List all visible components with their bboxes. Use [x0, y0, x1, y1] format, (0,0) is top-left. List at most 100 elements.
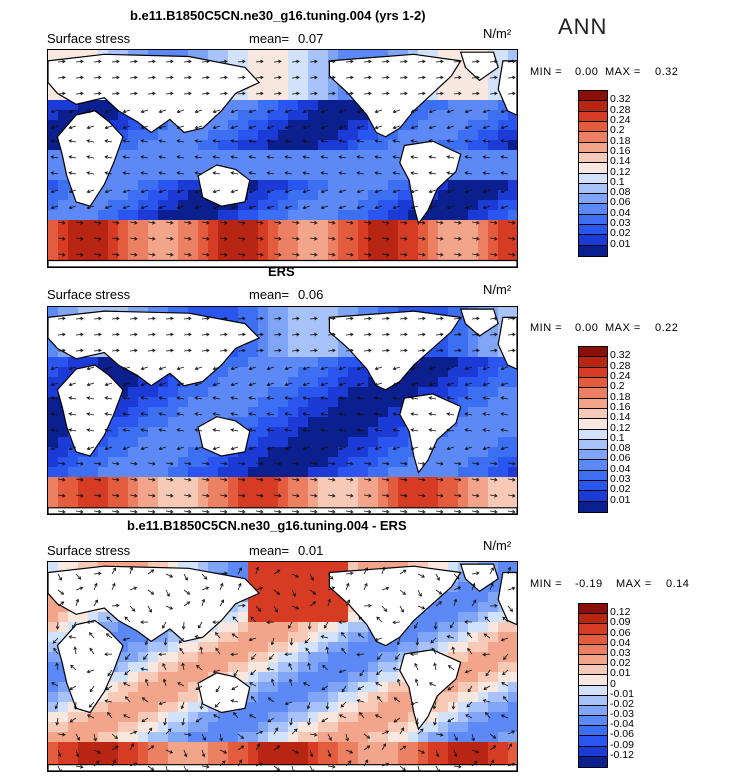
wind-vector [417, 76, 426, 79]
field-cell [268, 702, 278, 712]
wind-vector-head [356, 382, 361, 387]
field-cell [428, 722, 438, 732]
field-cell [48, 437, 58, 447]
field-cell [458, 170, 468, 180]
wind-vector-head [428, 139, 433, 143]
wind-vector [465, 140, 473, 143]
field-cell [78, 200, 88, 210]
field-cell [488, 742, 498, 752]
wind-vector [129, 92, 138, 95]
wind-vector [165, 253, 173, 256]
wind-vector-head [341, 688, 346, 693]
field-cell [378, 180, 388, 190]
wind-vector [183, 510, 191, 513]
field-cell [68, 612, 78, 622]
field-cell [338, 652, 348, 662]
field-cell [68, 357, 78, 367]
field-cell [258, 170, 268, 180]
field-cell [368, 180, 378, 190]
field-cell [188, 230, 198, 240]
field-cell [328, 712, 338, 722]
field-cell [188, 200, 198, 210]
field-cell [178, 190, 188, 200]
colorbar-tick-label: 0.16 [610, 144, 631, 157]
wind-vector [430, 637, 437, 644]
wind-vector [177, 189, 185, 193]
field-cell [508, 722, 517, 732]
wind-vector [483, 189, 491, 193]
field-cell [248, 632, 258, 642]
field-cell [378, 692, 388, 702]
wind-vector-head [302, 205, 307, 210]
field-cell [278, 672, 288, 682]
field-cell [378, 240, 388, 250]
wind-vector [483, 156, 491, 159]
wind-vector [501, 682, 509, 687]
field-cell [508, 230, 517, 240]
wind-vector-head [368, 603, 372, 608]
wind-vector [105, 189, 113, 193]
field-cell [318, 220, 328, 230]
wind-vector-head [367, 461, 372, 466]
field-cell [498, 752, 508, 762]
wind-vector-head [162, 663, 166, 667]
colorbar-tick-label: 0.02 [610, 483, 631, 496]
colorbar-swatch [579, 367, 607, 378]
field-cell [158, 742, 168, 752]
field-cell [328, 702, 338, 712]
wind-vector-head [284, 396, 289, 400]
field-cell [428, 612, 438, 622]
wind-vector [87, 366, 95, 370]
field-cell [128, 722, 138, 732]
wind-vector-head [302, 382, 307, 387]
field-cell [488, 447, 498, 457]
wind-vector-head [320, 366, 325, 371]
field-cell [98, 457, 108, 467]
wind-vector-head [350, 332, 354, 337]
field-cell [148, 752, 158, 762]
field-cell [158, 457, 168, 467]
field-cell [48, 642, 58, 652]
wind-vector-head [116, 316, 120, 321]
wind-vector [303, 446, 311, 450]
wind-vector [471, 237, 479, 240]
colorbar-swatch [579, 377, 607, 389]
wind-vector [321, 429, 329, 432]
field-cell [268, 752, 278, 762]
field-cell [328, 180, 338, 190]
wind-vector [267, 366, 275, 370]
wind-vector [111, 349, 120, 352]
colorbar-swatch [579, 491, 607, 502]
field-cell [88, 200, 98, 210]
field-cell [168, 407, 178, 417]
wind-vector-head [396, 641, 401, 646]
wind-vector [273, 317, 282, 320]
field-cell [118, 437, 128, 447]
field-cell [188, 457, 198, 467]
field-cell [48, 622, 58, 632]
wind-vector [249, 140, 257, 143]
field-cell [228, 377, 238, 387]
wind-vector [159, 446, 167, 450]
wind-vector-head [116, 91, 120, 96]
field-cell [308, 467, 318, 477]
field-cell [428, 742, 438, 752]
field-cell [488, 497, 498, 507]
wind-vector-head [374, 139, 379, 143]
wind-vector-head [205, 509, 210, 514]
field-cell [468, 90, 478, 100]
field-cell [508, 632, 517, 642]
field-cell [268, 230, 278, 240]
field-cell [438, 702, 448, 712]
field-cell [78, 752, 88, 762]
colorbar-tick-label: 0.08 [610, 442, 631, 455]
field-cell [438, 337, 448, 347]
wind-vector [75, 253, 83, 256]
field-cell [298, 250, 308, 260]
field-cell [138, 387, 148, 397]
wind-vector-head [284, 652, 288, 657]
field-cell [268, 397, 278, 407]
wind-vector [357, 685, 365, 690]
field-cell [88, 732, 98, 742]
field-cell [388, 397, 398, 407]
